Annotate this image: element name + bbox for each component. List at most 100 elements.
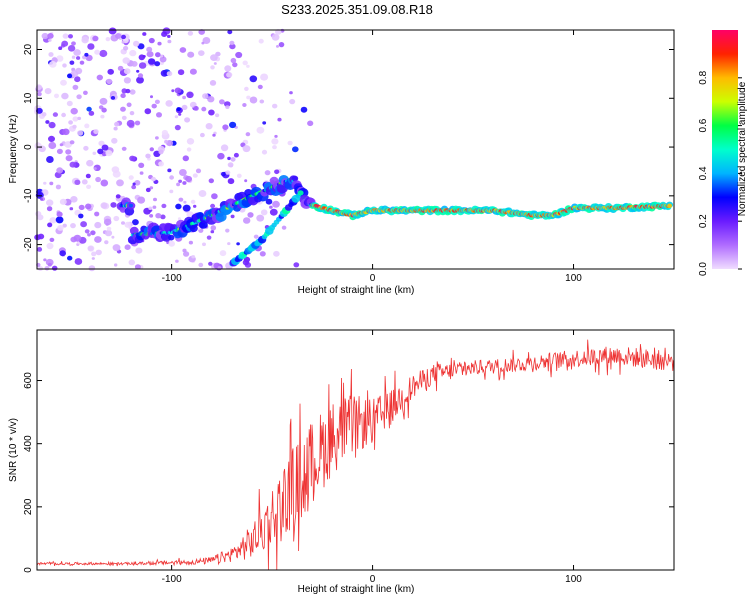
spectrogram-cell — [91, 251, 97, 257]
spectrogram-cell — [86, 184, 92, 189]
spectrogram-cell — [287, 140, 293, 146]
spectrogram-cell — [192, 173, 198, 178]
spectrogram-cell — [278, 42, 285, 48]
spectrogram-cell — [148, 206, 153, 211]
spectrogram-cell — [259, 99, 265, 104]
spectrogram-cell — [175, 259, 179, 263]
spectrogram-cell — [46, 199, 54, 206]
x-tick-label: 100 — [565, 273, 582, 284]
spectrogram-cell — [152, 205, 157, 209]
spectrogram-cell — [48, 121, 56, 129]
spectrogram-cell — [78, 213, 84, 219]
spectrogram-cell — [243, 217, 251, 224]
spectrogram-cell — [110, 202, 117, 208]
spectrogram-cell — [111, 137, 118, 144]
spectrogram-cell — [149, 214, 154, 218]
spectrogram-cell — [57, 225, 64, 231]
spectrogram-cell — [110, 96, 116, 100]
snr-panel: -100 0 100 0 200 400 600 Height of straight l… — [8, 329, 675, 595]
spectrogram-cell — [80, 221, 87, 228]
spectrogram-cell — [93, 129, 99, 135]
y-tick-label: -20 — [23, 237, 34, 252]
spectrogram-x-axis-label: Height of straight line (km) — [298, 285, 415, 296]
spectrogram-cell — [46, 206, 53, 212]
spectrogram-cell — [105, 37, 111, 42]
spectrogram-cell — [44, 88, 52, 95]
spectrogram-cell — [128, 259, 136, 266]
spectrogram-cell — [92, 35, 99, 42]
spectrogram-cell — [174, 115, 179, 119]
spectrogram-cell — [101, 144, 109, 151]
spectrogram-cell — [35, 191, 44, 199]
spectrogram-cell — [150, 95, 153, 99]
spectrogram-cell — [86, 159, 94, 167]
spectrogram-cell — [62, 33, 69, 39]
x-tick-label: 100 — [565, 574, 582, 585]
spectrogram-cell — [191, 255, 196, 259]
spectrogram-cell — [38, 145, 46, 153]
spectrogram-cell — [136, 69, 140, 73]
spectrogram-cell — [99, 49, 108, 58]
spectrogram-cell — [198, 50, 205, 56]
spectrogram-cell — [138, 62, 147, 69]
spectrogram-cell — [235, 51, 243, 59]
spectrogram-cell — [188, 240, 193, 245]
spectrogram-cell — [135, 247, 143, 254]
spectrogram-cell — [129, 155, 136, 162]
spectrogram-cell — [68, 34, 73, 39]
y-tick-label: 10 — [23, 92, 34, 104]
spectrogram-cell — [121, 40, 125, 44]
spectrogram-cell — [249, 96, 258, 104]
spectrogram-cell — [61, 112, 66, 118]
spectrogram-cell — [208, 261, 213, 266]
spectrogram-cell — [112, 244, 121, 252]
spectrogram-cell — [134, 264, 141, 270]
spectrogram-cell — [55, 184, 62, 190]
spectrogram-cell — [274, 169, 280, 175]
colorbar-tick-label: 0.2 — [698, 214, 709, 228]
spectrogram-cell — [261, 149, 268, 155]
colorbar-tick-label: 0.0 — [698, 262, 709, 276]
spectrogram-cell — [219, 99, 225, 105]
spectrogram-cell — [247, 212, 254, 218]
spectrogram-cell — [186, 91, 194, 99]
spectrogram-cell — [201, 41, 205, 45]
spectrogram-cell — [73, 234, 82, 242]
spectrogram-cell — [225, 228, 230, 233]
y-tick-label: 400 — [23, 435, 34, 452]
spectrogram-cell — [55, 216, 64, 224]
spectrogram-cell — [186, 147, 192, 152]
spectrogram-cell — [201, 106, 207, 112]
spectrogram-cell — [87, 43, 95, 50]
spectrogram-cell — [217, 152, 225, 160]
spectrogram-cell — [48, 52, 54, 57]
spectrogram-cell — [189, 224, 198, 233]
spectrogram-cell — [65, 155, 73, 162]
spectrogram-cell — [84, 123, 90, 129]
spectrogram-cell — [276, 45, 279, 48]
spectrogram-cell — [187, 31, 194, 36]
spectrogram-cell — [177, 69, 185, 76]
spectrogram-cell — [108, 27, 117, 35]
spectrogram-cell — [76, 94, 82, 100]
y-tick-label: 20 — [23, 44, 34, 56]
spectrogram-cell — [65, 149, 72, 155]
spectrogram-cell — [86, 106, 92, 112]
spectrogram-cell — [146, 46, 153, 53]
spectrogram-cell — [70, 223, 76, 229]
spectrogram-cell — [273, 250, 280, 257]
spectrogram-cell — [104, 240, 109, 245]
spectrogram-cell — [272, 200, 280, 208]
spectrogram-cell — [220, 144, 229, 152]
spectrogram-cell — [158, 161, 165, 167]
spectrogram-cell — [72, 116, 79, 122]
spectrogram-cell — [291, 175, 299, 182]
spectrogram-cell — [182, 181, 187, 185]
spectrogram-cell — [59, 250, 66, 257]
spectrogram-cell — [144, 108, 152, 115]
spectrogram-cell — [49, 237, 55, 242]
spectrogram-cell — [114, 121, 120, 127]
spectrogram-cell — [242, 60, 248, 66]
